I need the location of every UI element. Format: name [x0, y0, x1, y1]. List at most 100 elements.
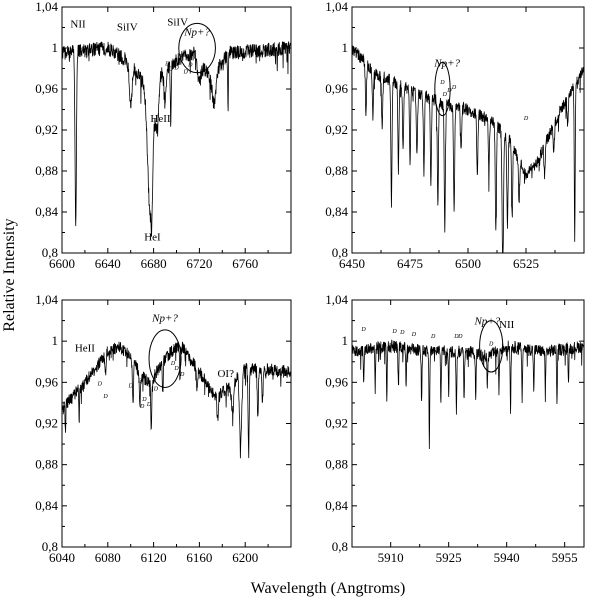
x-tick-label: 6200 — [232, 550, 258, 565]
spectrum-line — [61, 41, 292, 237]
x-tick-label: 6720 — [186, 256, 212, 271]
d-mark: D — [179, 372, 185, 378]
d-mark: D — [451, 85, 457, 91]
y-tick-label: 0,96 — [325, 374, 348, 389]
y-tick-label: 1,04 — [325, 292, 348, 307]
y-tick-label: 1 — [52, 40, 59, 55]
y-tick-label: 1,04 — [35, 292, 58, 307]
line-annotation: SiIV — [117, 22, 138, 34]
d-mark: D — [453, 334, 459, 340]
x-tick-label: 5910 — [378, 550, 404, 565]
d-mark: D — [391, 329, 397, 335]
d-mark: D — [153, 387, 159, 393]
x-tick-label: 6120 — [141, 550, 167, 565]
d-mark: D — [168, 67, 174, 73]
y-tick-label: 0,96 — [325, 81, 348, 96]
d-mark: D — [170, 361, 176, 367]
x-tick-label: 6450 — [339, 256, 365, 271]
d-mark: D — [360, 327, 366, 333]
feature-circle — [148, 329, 182, 388]
d-mark: D — [146, 402, 152, 408]
feature-circle — [178, 22, 216, 74]
d-mark: D — [187, 62, 193, 68]
panel-bottom-right: 0,8 0,84 0,88 0,92 0,96 1 1,04 5910 5925 5940 5955… — [325, 292, 585, 565]
y-tick-label: 0,92 — [35, 416, 58, 431]
y-tick-label: 0,92 — [325, 416, 348, 431]
y-tick-label: 0,88 — [35, 163, 58, 178]
feature-circle — [434, 61, 451, 117]
x-tick-label: 6040 — [49, 550, 75, 565]
x-tick-label: 6080 — [95, 550, 121, 565]
d-mark: D — [457, 334, 463, 340]
d-mark: D — [139, 404, 145, 410]
plot-frame — [61, 6, 292, 254]
d-mark: D — [442, 92, 448, 98]
line-annotation: HeII — [150, 113, 170, 125]
line-annotation: NII — [499, 319, 515, 331]
x-tick-label: 5955 — [552, 550, 578, 565]
d-mark: D — [182, 70, 188, 76]
d-mark: D — [523, 116, 529, 122]
d-mark: D — [173, 366, 179, 372]
d-mark: D — [488, 341, 494, 347]
y-tick-label: 0,8 — [42, 539, 58, 554]
d-mark: D — [141, 397, 147, 403]
line-annotation: Np+? — [183, 27, 210, 39]
plot-frame — [61, 299, 292, 548]
y-tick-label: 0,88 — [325, 457, 348, 472]
line-annotation: OI? — [217, 368, 234, 380]
y-tick-label: 0,88 — [35, 457, 58, 472]
spectrum-line — [351, 339, 585, 449]
y-axis-label: Relative Intensity — [1, 218, 18, 331]
d-mark: D — [128, 383, 134, 389]
d-mark: D — [446, 88, 452, 94]
x-tick-label: 6760 — [232, 256, 258, 271]
d-mark: D — [173, 66, 179, 72]
panel-top-right: 0,8 0,84 0,88 0,92 0,96 1 1,04 6450 6475 6500 6525… — [325, 0, 585, 271]
d-mark: D — [97, 381, 103, 387]
line-annotation: Np+? — [473, 316, 500, 328]
y-tick-label: 1,04 — [35, 0, 58, 14]
y-tick-label: 0,84 — [35, 204, 58, 219]
line-annotation: Np+? — [151, 313, 178, 325]
y-tick-label: 1 — [342, 333, 349, 348]
line-annotation: SiIV — [167, 16, 188, 28]
plot-frame — [351, 6, 585, 254]
y-tick-label: 0,84 — [325, 204, 348, 219]
line-annotation: HeII — [75, 342, 95, 354]
feature-circle — [479, 320, 504, 373]
d-mark: D — [137, 378, 143, 384]
y-tick-label: 1,04 — [325, 0, 348, 14]
d-mark: D — [430, 334, 436, 340]
y-tick-label: 0,8 — [42, 245, 58, 260]
d-mark: D — [164, 61, 170, 67]
panel-bottom-left: 0,8 0,84 0,88 0,92 0,96 1 1,04 6040 6080 6120 6160… — [35, 292, 292, 565]
y-tick-label: 0,84 — [325, 498, 348, 513]
x-tick-label: 6600 — [49, 256, 75, 271]
d-mark: D — [199, 70, 205, 76]
line-annotation: HeI — [144, 232, 161, 244]
x-tick-label: 5940 — [494, 550, 520, 565]
x-tick-label: 6680 — [141, 256, 167, 271]
line-annotation: Np+? — [433, 57, 460, 69]
y-tick-label: 0,8 — [332, 539, 348, 554]
d-mark: D — [399, 330, 405, 336]
y-tick-label: 0,84 — [35, 498, 58, 513]
panel-top-left: 0,8 0,84 0,88 0,92 0,96 1 1,04 6600 6640 6680 6720… — [35, 0, 292, 271]
spectrum-line — [351, 45, 585, 254]
d-mark: D — [102, 394, 108, 400]
x-tick-label: 6160 — [186, 550, 212, 565]
y-tick-label: 0,8 — [332, 245, 348, 260]
x-tick-label: 6525 — [513, 256, 539, 271]
y-tick-label: 0,96 — [35, 81, 58, 96]
x-tick-label: 6475 — [397, 256, 423, 271]
x-tick-label: 6500 — [455, 256, 481, 271]
x-axis-label: Wavelength (Angtroms) — [251, 580, 406, 597]
d-mark: D — [411, 332, 417, 338]
line-annotation: NII — [70, 19, 86, 31]
plot-frame — [351, 299, 585, 548]
d-mark: D — [439, 80, 445, 86]
x-tick-label: 6640 — [95, 256, 121, 271]
y-tick-label: 0,88 — [325, 163, 348, 178]
